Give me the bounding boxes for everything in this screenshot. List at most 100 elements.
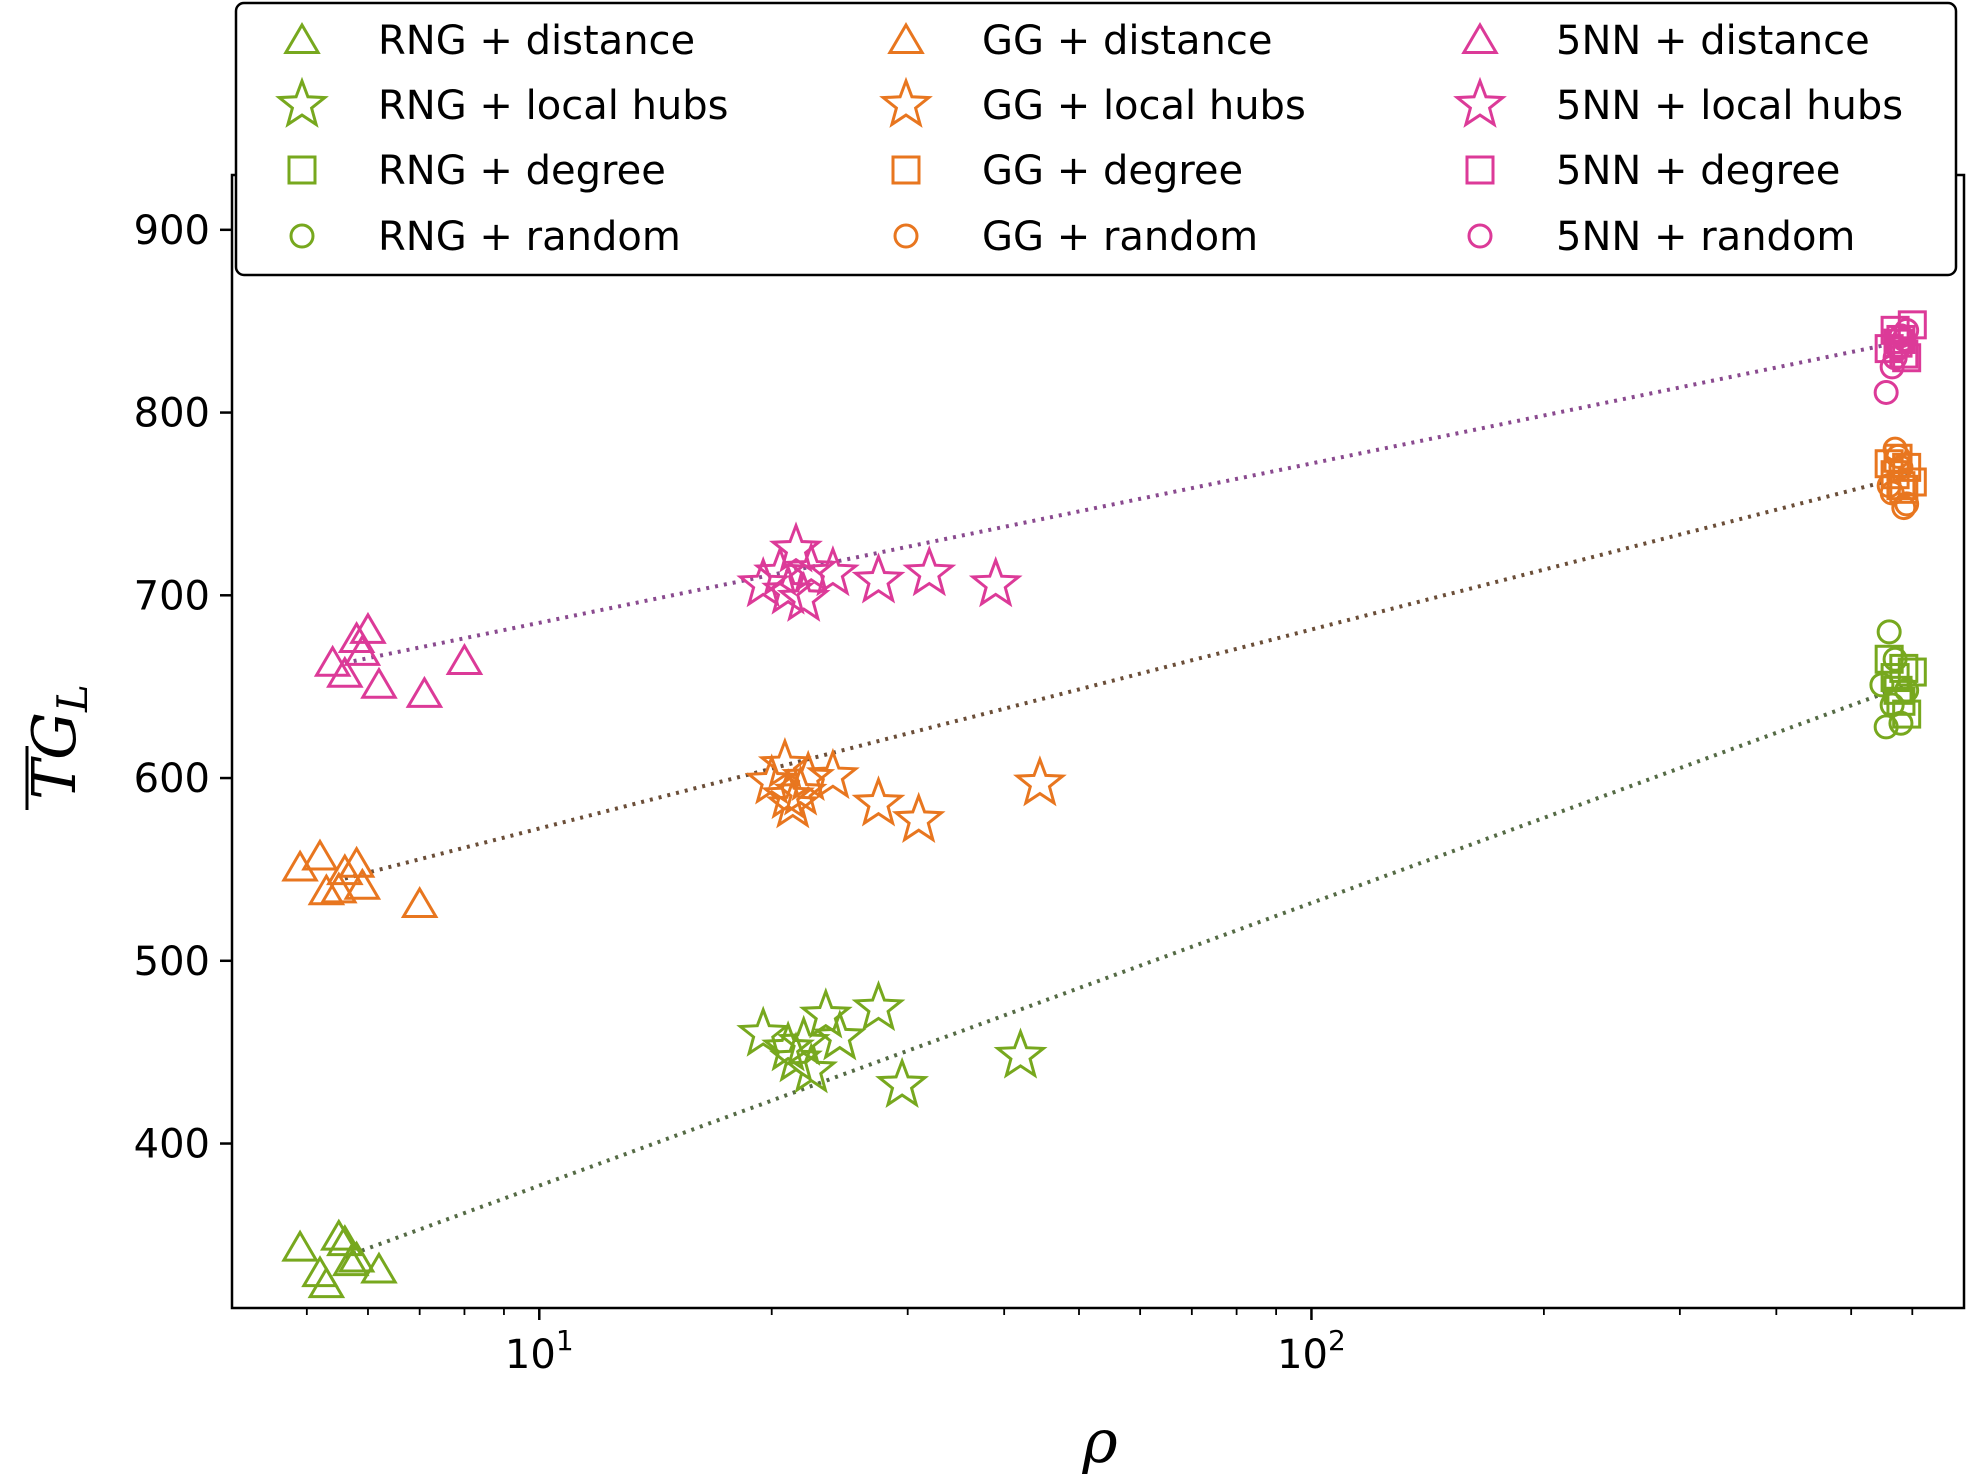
data-point xyxy=(400,886,439,919)
data-point xyxy=(320,1218,358,1251)
data-point xyxy=(337,1240,376,1273)
legend-label: 5NN + distance xyxy=(1556,18,1870,64)
x-axis-label: ρ xyxy=(1081,1407,1117,1474)
series-rng-random xyxy=(1869,619,1920,740)
legend-label: 5NN + degree xyxy=(1556,148,1840,194)
y-tick-label: 700 xyxy=(134,573,210,619)
legend-label: 5NN + random xyxy=(1556,214,1855,260)
data-point xyxy=(1873,379,1899,405)
data-point xyxy=(851,552,906,604)
series-gg-local-hubs xyxy=(744,737,1067,843)
data-point xyxy=(360,1251,398,1284)
data-point xyxy=(851,980,906,1032)
data-point xyxy=(313,644,352,677)
series-gg-random xyxy=(1876,436,1920,521)
x-tick-label: 102 xyxy=(1277,1324,1346,1378)
data-point xyxy=(768,521,823,573)
data-point xyxy=(993,1027,1048,1079)
legend-marker xyxy=(891,155,921,185)
svg-text:TGL: TGL xyxy=(20,684,97,800)
data-point xyxy=(851,775,906,827)
y-axis-label-main: TG xyxy=(20,712,90,800)
legend-marker xyxy=(287,155,317,185)
data-point xyxy=(320,871,358,904)
data-point xyxy=(337,845,376,878)
data-point xyxy=(349,611,387,644)
data-point xyxy=(281,1229,319,1262)
legend-item: GG + degree xyxy=(891,148,1243,194)
data-point xyxy=(805,545,860,597)
data-point xyxy=(1869,672,1895,698)
data-point xyxy=(1894,317,1920,343)
data-point xyxy=(445,642,484,675)
legend-item: 5NN + distance xyxy=(1461,18,1870,64)
data-point xyxy=(1876,619,1902,645)
data-point xyxy=(1888,323,1914,349)
data-point xyxy=(902,545,957,597)
series-5nn-distance xyxy=(313,611,484,708)
x-tick-label: 101 xyxy=(505,1324,574,1378)
data-point xyxy=(1879,480,1905,506)
data-point xyxy=(343,867,382,900)
data-point xyxy=(1885,443,1911,469)
y-axis: 400 500 600 700 800 900 xyxy=(134,208,232,1168)
data-point xyxy=(1013,755,1067,807)
data-point xyxy=(326,853,364,886)
legend-label: RNG + random xyxy=(378,214,681,260)
axes-frame xyxy=(230,173,1966,1310)
data-point xyxy=(1879,692,1905,718)
x-axis: 101 102 xyxy=(305,1308,1914,1378)
data-point xyxy=(757,737,812,789)
data-point xyxy=(343,633,382,666)
y-axis-label: TGL xyxy=(20,684,97,810)
legend-marker xyxy=(893,223,919,249)
legend-item: GG + random xyxy=(893,214,1258,260)
data-point xyxy=(1882,646,1908,672)
fit-line-rng xyxy=(344,681,1913,1259)
data-point xyxy=(307,873,346,906)
y-tick-label: 500 xyxy=(134,939,210,985)
legend-marker xyxy=(1453,76,1507,128)
data-point xyxy=(1889,474,1919,504)
legend-item: RNG + degree xyxy=(287,148,666,194)
legend-marker xyxy=(887,22,925,55)
legend-label: GG + random xyxy=(982,214,1258,260)
data-point xyxy=(405,675,444,708)
data-point xyxy=(761,563,815,615)
data-point xyxy=(761,767,815,820)
data-point xyxy=(1888,454,1914,480)
data-point xyxy=(1873,714,1899,740)
legend-label: RNG + distance xyxy=(378,18,695,64)
data-point xyxy=(805,747,860,800)
fit-line-5nn xyxy=(344,337,1913,665)
series-5nn-random xyxy=(1873,317,1920,405)
y-tick-label: 900 xyxy=(134,208,210,254)
y-tick-label: 400 xyxy=(134,1122,210,1168)
legend-marker xyxy=(289,223,315,249)
data-point xyxy=(1894,677,1920,703)
legend-label: GG + degree xyxy=(982,148,1243,194)
legend-item: 5NN + degree xyxy=(1465,148,1840,194)
legend: RNG + distance RNG + local hubs RNG + degr… xyxy=(234,1,1958,277)
legend-marker xyxy=(1461,22,1499,55)
legend-label: 5NN + local hubs xyxy=(1556,83,1903,129)
data-point xyxy=(307,1266,346,1299)
data-point xyxy=(281,849,319,882)
fit-line-gg xyxy=(344,472,1913,881)
data-point xyxy=(360,666,398,699)
y-tick-label: 800 xyxy=(134,391,210,437)
legend-item: RNG + local hubs xyxy=(275,76,729,129)
series-gg-distance xyxy=(281,838,439,919)
y-tick-label: 600 xyxy=(134,756,210,802)
data-point xyxy=(875,1056,929,1109)
data-point xyxy=(776,1014,831,1066)
data-point xyxy=(332,1244,370,1277)
legend-marker xyxy=(283,22,321,55)
legend-label: RNG + local hubs xyxy=(378,83,729,129)
data-point xyxy=(736,1005,791,1057)
data-point xyxy=(1883,675,1913,705)
data-point xyxy=(968,555,1023,608)
legend-marker xyxy=(879,76,933,128)
legend-item: GG + local hubs xyxy=(879,76,1306,129)
